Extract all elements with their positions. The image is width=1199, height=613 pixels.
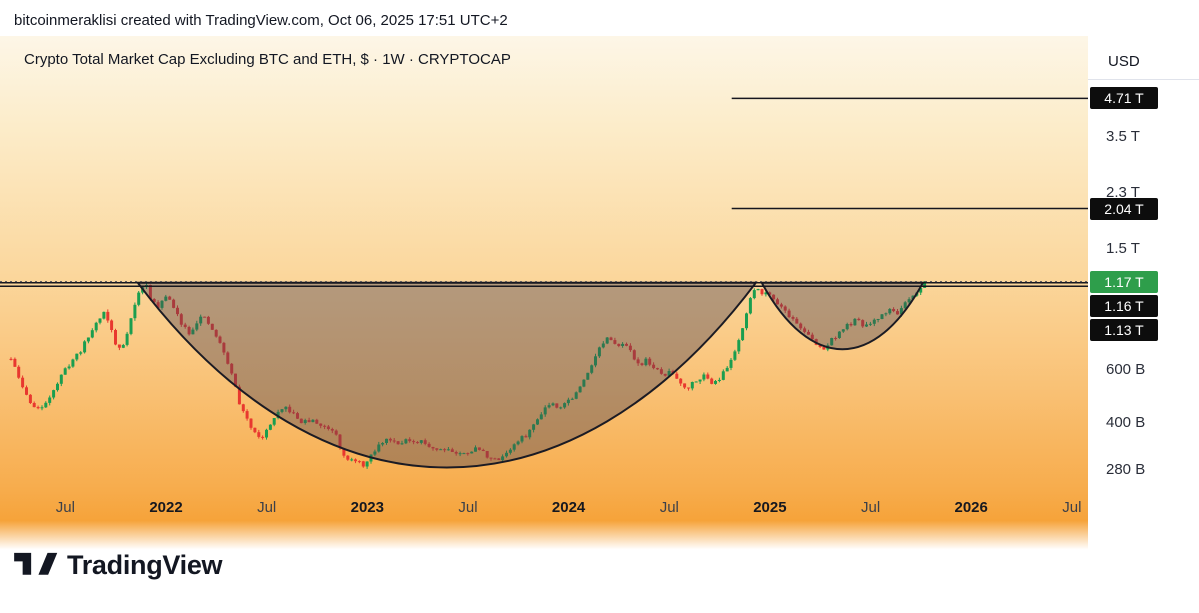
x-axis-tick: Jul (458, 499, 478, 516)
current-price-badge: 1.17 T (1090, 270, 1158, 293)
currency-label[interactable]: USD (1088, 44, 1199, 80)
x-axis-tick: Jul (659, 499, 679, 516)
cup-and-handle-overlay[interactable] (135, 281, 925, 469)
chart-area[interactable]: Crypto Total Market Cap Excluding BTC an… (0, 36, 1088, 613)
price-chart-canvas[interactable] (0, 36, 1088, 522)
price-line-badge: 2.04 T (1090, 197, 1158, 220)
price-line-badge: 1.13 T (1090, 318, 1158, 341)
attribution-text: bitcoinmeraklisi created with TradingVie… (14, 12, 508, 29)
x-axis-tick: 2022 (149, 499, 183, 516)
price-axis[interactable]: USD 3.5 T 2.3 T 1.5 T 600 B 400 B 280 B 4.71 … (1088, 36, 1199, 613)
x-axis-tick: 2025 (753, 499, 787, 516)
time-axis[interactable]: Jul 2022 Jul 2023 Jul 2024 Jul 2025 Jul 2026 Jul (0, 498, 1088, 518)
x-axis-tick: 2024 (551, 499, 586, 516)
y-axis-tick: 600 B (1106, 360, 1146, 378)
x-axis-tick: 2026 (954, 499, 988, 516)
y-axis-tick: 1.5 T (1106, 239, 1140, 257)
price-lines[interactable] (0, 97, 1088, 287)
y-axis-tick: 2.3 T (1106, 183, 1140, 201)
tradingview-logo-icon (14, 552, 58, 575)
handle-pattern[interactable] (760, 281, 925, 351)
y-axis-tick: 280 B (1106, 460, 1146, 478)
x-axis-tick: Jul (861, 499, 881, 516)
y-axis-tick: 400 B (1106, 413, 1146, 431)
price-line-badge: 1.16 T (1090, 294, 1158, 317)
tradingview-logo[interactable]: TradingView (14, 548, 223, 582)
x-axis-tick: Jul (55, 499, 75, 516)
x-axis-tick: Jul (257, 499, 277, 516)
cup-pattern[interactable] (135, 281, 758, 469)
x-axis-tick: Jul (1062, 499, 1082, 516)
candles (9, 281, 927, 469)
x-axis-tick: 2023 (350, 499, 384, 516)
chart-title: Crypto Total Market Cap Excluding BTC an… (24, 51, 511, 68)
tradingview-logo-text: TradingView (67, 549, 223, 580)
price-line-badge: 4.71 T (1090, 87, 1158, 110)
y-axis-tick: 3.5 T (1106, 128, 1140, 146)
